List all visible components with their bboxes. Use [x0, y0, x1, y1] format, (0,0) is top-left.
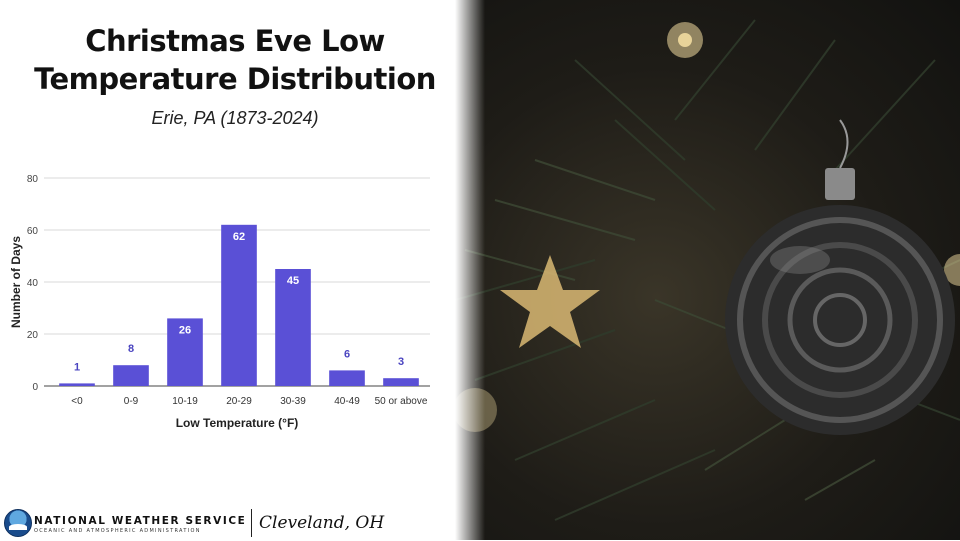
noaa-logo-icon	[4, 509, 32, 537]
photo-art	[455, 19, 960, 521]
bar	[59, 383, 95, 386]
data-label: 3	[398, 356, 404, 368]
data-label: 62	[233, 231, 245, 243]
x-tick-label: 30-39	[280, 396, 306, 407]
x-tick-label: 20-29	[226, 396, 252, 407]
chart-panel: Christmas Eve Low Temperature Distributi…	[0, 0, 470, 540]
footer-divider	[251, 509, 252, 537]
title-line-2: Temperature Distribution	[34, 62, 436, 96]
data-label: 45	[287, 275, 299, 287]
bar	[275, 269, 311, 386]
y-axis-label: Number of Days	[9, 236, 23, 328]
office-name: Cleveland, OH	[259, 513, 385, 533]
chart-subtitle: Erie, PA (1873-2024)	[151, 108, 319, 128]
chart-title: Christmas Eve Low Temperature Distributi…	[10, 22, 460, 98]
bar	[329, 370, 365, 386]
data-label: 6	[344, 348, 350, 360]
bauble-ornament	[725, 119, 955, 435]
x-tick-label: 10-19	[172, 396, 198, 407]
y-tick-label: 20	[27, 330, 39, 341]
y-tick-label: 0	[32, 382, 38, 393]
data-label: 8	[128, 343, 134, 355]
data-label: 26	[179, 324, 191, 336]
noaa-wave-icon	[9, 524, 27, 530]
x-tick-label: 50 or above	[375, 396, 428, 407]
x-tick-label: <0	[71, 396, 83, 407]
photo-edge-fade	[455, 0, 485, 540]
bar	[383, 378, 419, 386]
y-tick-label: 40	[27, 278, 39, 289]
star-ornament	[500, 255, 600, 348]
y-tick-label: 80	[27, 174, 39, 185]
title-line-1: Christmas Eve Low	[85, 24, 385, 58]
x-tick-label: 40-49	[334, 396, 360, 407]
x-tick-label: 0-9	[124, 396, 139, 407]
bar	[167, 318, 203, 386]
bar	[221, 224, 257, 386]
bar	[113, 365, 149, 386]
y-tick-label: 60	[27, 226, 39, 237]
x-axis-label: Low Temperature (°F)	[176, 416, 299, 430]
agency-subtitle: OCEANIC AND ATMOSPHERIC ADMINISTRATION	[34, 528, 201, 534]
data-label: 1	[74, 361, 80, 373]
bar-chart: 0 20 40 60 80 1 <0 8 0-9 26 10-19 62 20-29 45 30-39 6 40…	[9, 174, 430, 430]
footer: NATIONAL WEATHER SERVICE OCEANIC AND ATM…	[0, 505, 470, 541]
christmas-ornament-photo	[455, 0, 960, 540]
agency-name: NATIONAL WEATHER SERVICE	[34, 515, 247, 527]
